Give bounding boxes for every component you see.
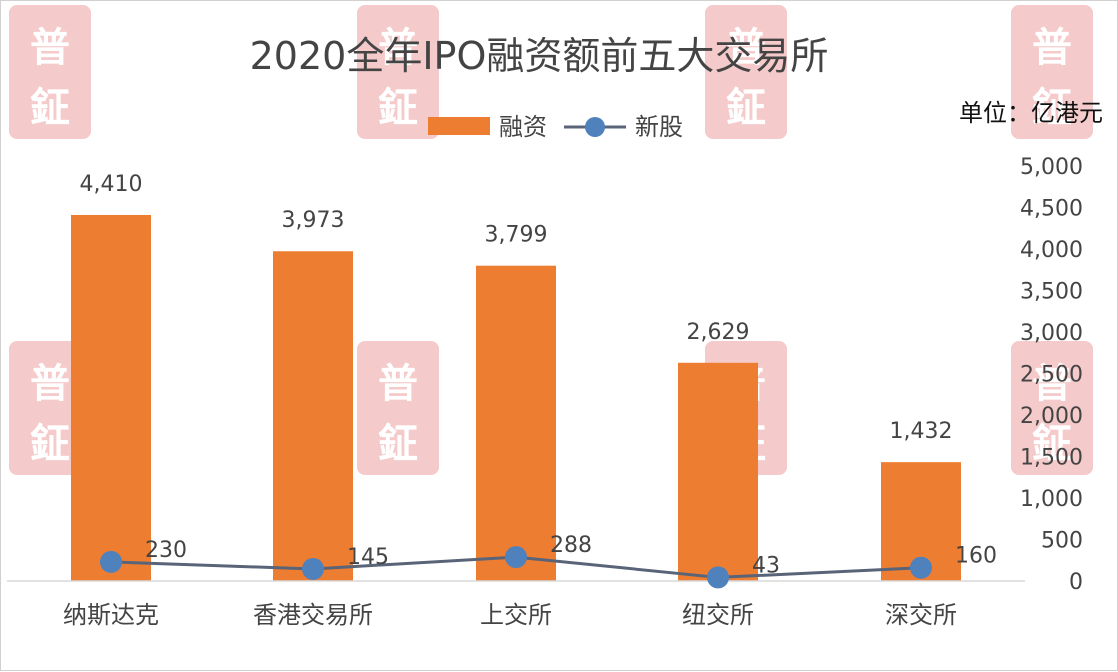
watermark-stamp-bg: [1011, 5, 1093, 139]
line-value-label: 43: [752, 553, 780, 578]
line-value-label: 230: [145, 538, 187, 563]
watermark-stamp: 普鉦: [357, 5, 439, 139]
y-axis: 0 500 1,000 1,500 2,000 2,500 3,000 3,500 4,000 4…: [1020, 155, 1083, 595]
line-point: [302, 557, 324, 580]
y-tick-label: 500: [1041, 529, 1083, 554]
category-label: 深交所: [885, 601, 957, 629]
bar-value-label: 1,432: [890, 419, 953, 444]
bar-series: 4,410 3,973 3,799 2,629 1,432: [71, 172, 961, 581]
watermark-char: 鉦: [378, 420, 418, 467]
watermark-stamp: 普鉦: [9, 341, 91, 475]
category-labels: 纳斯达克 香港交易所 上交所 纽交所 深交所: [63, 601, 957, 629]
unit-label: 单位：亿港元: [959, 99, 1103, 127]
bar-value-label: 4,410: [80, 172, 143, 197]
watermark-stamp: 普鉦: [1011, 341, 1093, 475]
watermark-stamp: 普鉦: [705, 5, 787, 139]
line-point: [505, 546, 527, 569]
chart-title: 2020全年IPO融资额前五大交易所: [250, 34, 829, 78]
legend-label-line: 新股: [635, 113, 683, 141]
bar-value-label: 3,973: [282, 208, 345, 233]
legend-label-bar: 融资: [499, 113, 547, 141]
watermark-stamp-bg: [357, 341, 439, 475]
watermark-char: 普: [378, 24, 418, 71]
watermark-stamp-bg: [705, 5, 787, 139]
line-series: 230 145 288 43 160: [100, 533, 997, 589]
watermark-char: 普: [30, 24, 70, 71]
y-tick-label: 5,000: [1020, 155, 1083, 180]
y-tick-label: 3,500: [1020, 280, 1083, 305]
watermark-char: 鉦: [30, 84, 70, 131]
y-tick-label: 0: [1069, 570, 1083, 595]
watermark-char: 鉦: [1032, 84, 1072, 131]
watermark-stamp: 普鉦: [357, 341, 439, 475]
bar: [678, 362, 758, 581]
y-tick-label: 4,500: [1020, 197, 1083, 222]
category-label: 香港交易所: [253, 601, 373, 629]
bar: [273, 251, 353, 581]
line-value-label: 288: [550, 533, 592, 558]
bar-value-label: 2,629: [687, 320, 750, 345]
watermark-char: 普: [30, 360, 70, 407]
watermark-char: 鉦: [378, 84, 418, 131]
y-tick-label: 2,000: [1020, 404, 1083, 429]
watermark-stamp-bg: [357, 5, 439, 139]
watermark-char: 鉦: [726, 84, 766, 131]
legend-bar-swatch: [428, 117, 490, 135]
line-value-label: 160: [955, 544, 997, 569]
line-point: [910, 556, 932, 579]
watermark-stamp-bg: [9, 5, 91, 139]
watermark-stamp: 普鉦: [9, 5, 91, 139]
y-tick-label: 2,500: [1020, 363, 1083, 388]
watermark-char: 普: [1032, 360, 1072, 407]
bar: [476, 265, 556, 581]
watermark-char: 普: [1032, 24, 1072, 71]
y-tick-label: 3,000: [1020, 321, 1083, 346]
watermark-char: 鉦: [1032, 420, 1072, 467]
watermark-layer: 普鉦普鉦普鉦普鉦普鉦普鉦普鉦普鉦: [9, 5, 1093, 475]
category-label: 纳斯达克: [63, 601, 159, 629]
category-label: 纽交所: [682, 601, 754, 629]
watermark-char: 鉦: [30, 420, 70, 467]
watermark-stamp-bg: [9, 341, 91, 475]
line-point: [707, 566, 729, 589]
watermark-char: 普: [378, 360, 418, 407]
bar-value-label: 3,799: [485, 223, 548, 248]
legend-line-marker: [585, 117, 605, 137]
category-label: 上交所: [480, 601, 552, 629]
y-tick-label: 4,000: [1020, 238, 1083, 263]
bar: [71, 214, 151, 581]
line-value-label: 145: [347, 545, 389, 570]
watermark-char: 普: [726, 24, 766, 71]
legend: 融资 新股: [428, 113, 683, 141]
y-tick-label: 1,500: [1020, 446, 1083, 471]
watermark-stamp-bg: [1011, 341, 1093, 475]
watermark-stamp: 普鉦: [1011, 5, 1093, 139]
line-point: [100, 550, 122, 573]
y-tick-label: 1,000: [1020, 487, 1083, 512]
